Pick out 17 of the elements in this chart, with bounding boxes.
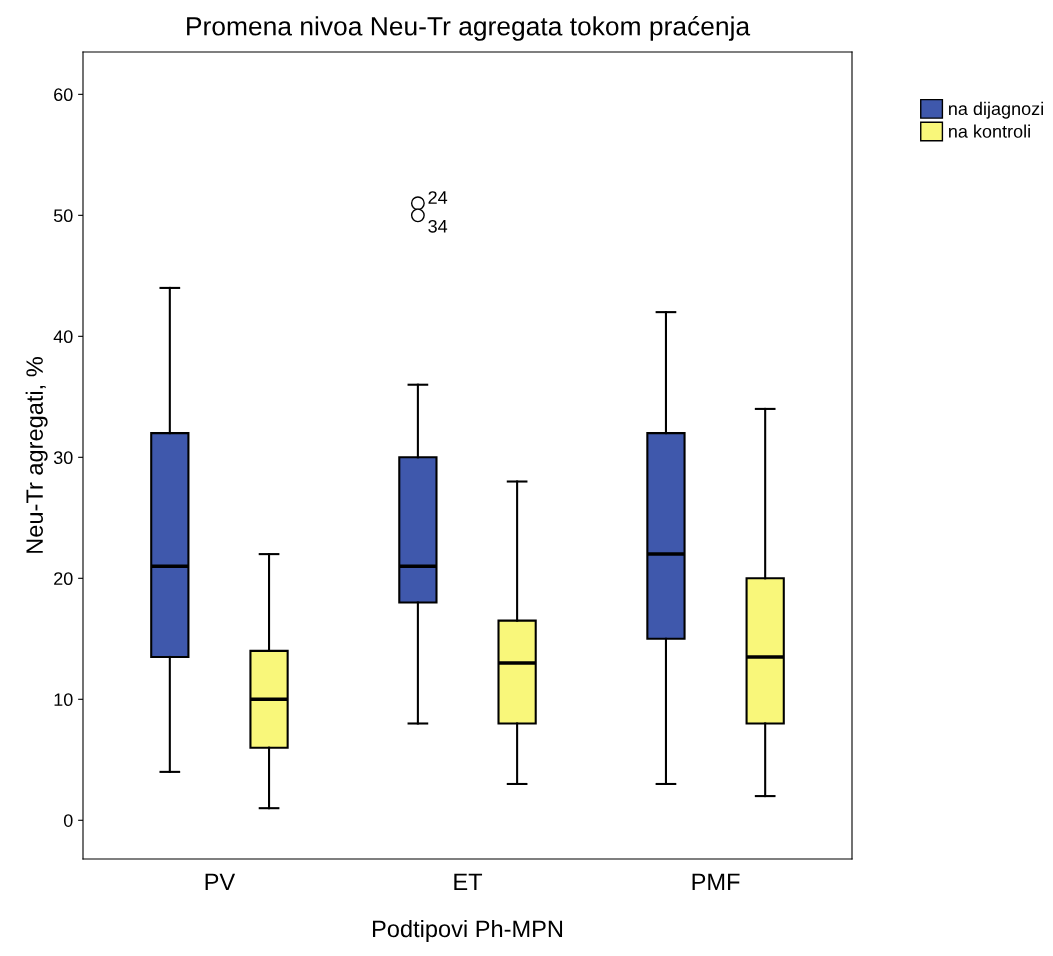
legend-label: na kontroli	[949, 124, 1030, 138]
y-tick-label: 20	[54, 572, 73, 586]
x-tick-label: PV	[205, 873, 236, 890]
y-tick-label: 60	[54, 88, 73, 102]
chart-title: Promena nivoa Neu-Tr agregata tokom praćenja	[187, 15, 751, 41]
y-tick-label: 50	[53, 209, 73, 223]
annotation: 34	[428, 219, 448, 233]
y-axis-title: Neu-Tr agregati, %	[25, 357, 48, 553]
y-tick-label: 0	[63, 814, 73, 827]
x-tick-label: PMF	[692, 873, 740, 890]
x-tick-label: ET	[454, 873, 483, 890]
y-tick-label: 40	[53, 330, 73, 344]
y-tick-label: 30	[53, 451, 73, 465]
annotation: 24	[428, 191, 448, 204]
y-tick-label: 10	[54, 693, 73, 707]
x-axis-title: Podtipovi Ph-MPN	[372, 919, 563, 942]
legend-label: na dijagnozi	[949, 101, 1043, 119]
